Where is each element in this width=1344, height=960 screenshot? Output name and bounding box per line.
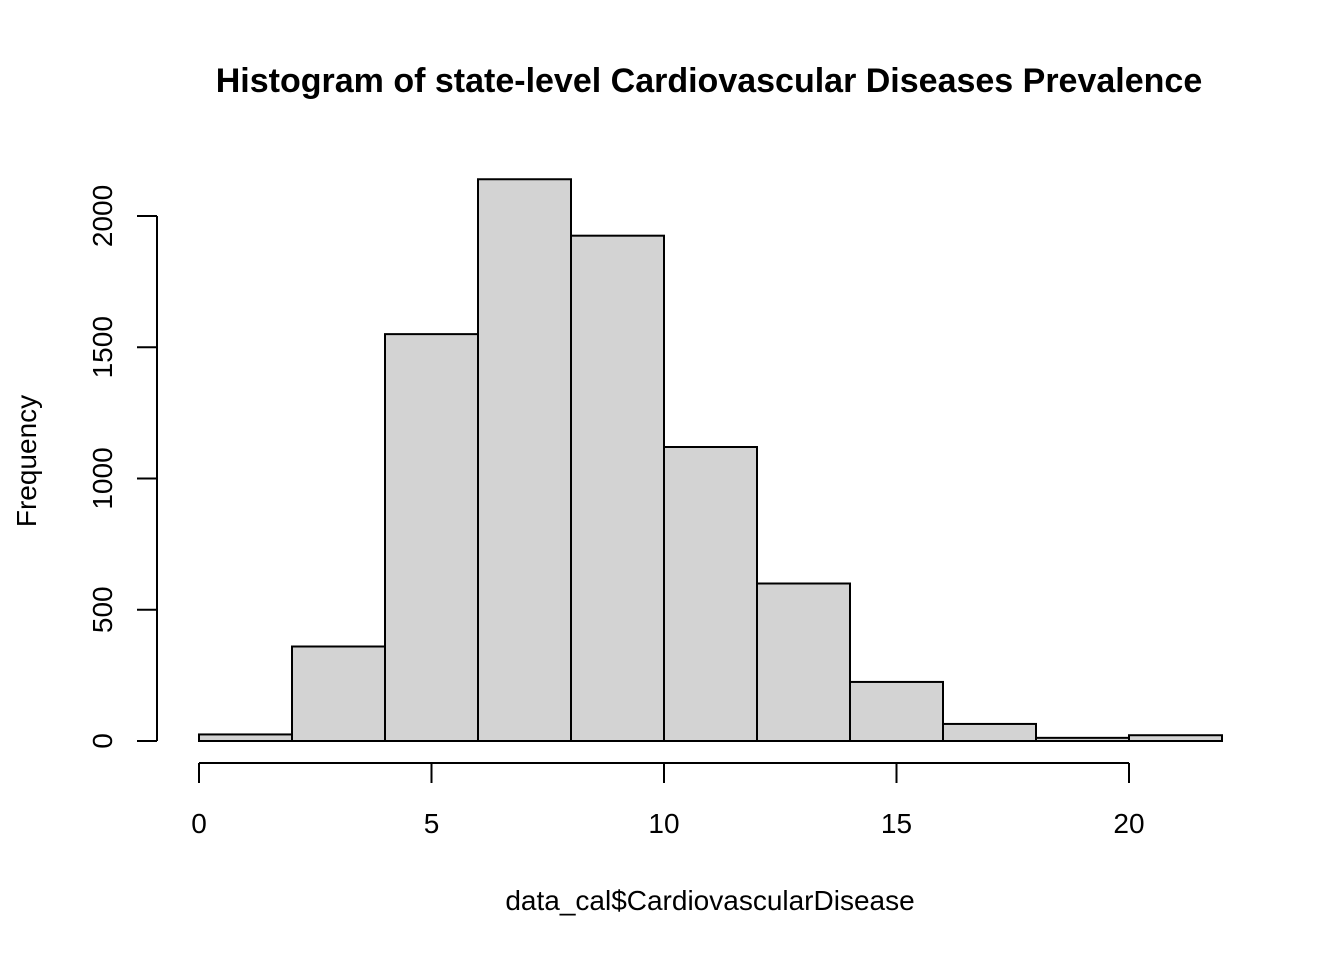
x-tick-label-1: 5	[424, 808, 440, 839]
y-tick-label-1: 500	[87, 586, 118, 633]
histogram-bar-3	[477, 178, 572, 742]
x-tick-label-0: 0	[191, 808, 207, 839]
bars-group	[198, 178, 1223, 742]
histogram-bar-6	[756, 582, 851, 742]
y-tick-label-0: 0	[87, 733, 118, 749]
histogram-bar-2	[384, 333, 479, 742]
histogram-bar-10	[1128, 734, 1223, 742]
y-tick-label-3: 1500	[87, 316, 118, 378]
y-tick-label-4: 2000	[87, 185, 118, 247]
histogram-bar-1	[291, 645, 386, 742]
x-axis-label: data_cal$CardiovascularDisease	[505, 885, 914, 916]
x-tick-label-4: 20	[1113, 808, 1144, 839]
y-axis: 0 500 1000 1500 2000	[87, 185, 158, 749]
x-tick-label-3: 15	[881, 808, 912, 839]
chart-title: Histogram of state-level Cardiovascular …	[216, 62, 1202, 100]
histogram-bar-8	[942, 722, 1037, 742]
histogram-bar-0	[198, 733, 293, 742]
histogram-bar-4	[570, 234, 665, 742]
x-tick-label-2: 10	[648, 808, 679, 839]
histogram-bar-7	[849, 680, 944, 742]
histogram-bar-5	[663, 446, 758, 742]
x-axis: 0 5 10 15 20	[191, 762, 1145, 839]
y-tick-label-2: 1000	[87, 447, 118, 509]
histogram-bar-9	[1035, 736, 1130, 742]
y-axis-label: Frequency	[11, 395, 42, 527]
